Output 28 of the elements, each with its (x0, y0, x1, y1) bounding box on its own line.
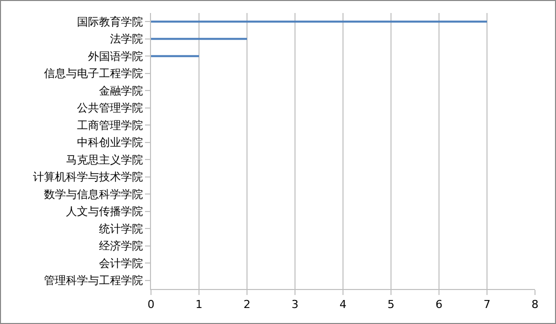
y-tick-label: 法学院 (110, 32, 143, 46)
y-tick-label: 会计学院 (98, 256, 143, 270)
x-tick-label: 1 (196, 298, 202, 312)
y-tick-label: 中科创业学院 (76, 136, 143, 150)
x-tick-label: 5 (388, 298, 394, 312)
y-tick-label: 经济学院 (98, 240, 143, 253)
x-tick-label: 7 (484, 298, 490, 312)
y-tick-label: 信息与电子工程学院 (44, 67, 143, 80)
y-tick-label: 公共管理学院 (76, 102, 143, 115)
y-tick-label: 工商管理学院 (76, 118, 143, 132)
bar (151, 20, 487, 23)
bar (151, 38, 247, 40)
y-tick-label: 计算机科学与技术学院 (32, 170, 143, 184)
x-tick-label: 4 (340, 298, 346, 312)
y-tick-label: 马克思主义学院 (66, 153, 143, 166)
y-tick-label: 统计学院 (98, 222, 143, 236)
y-tick-label: 国际教育学院 (76, 15, 143, 28)
y-tick-label: 管理科学与工程学院 (44, 274, 143, 288)
x-tick-label: 3 (292, 298, 298, 312)
bar (151, 55, 199, 58)
x-tick-label: 2 (244, 298, 250, 312)
y-tick-label: 外国语学院 (88, 50, 143, 63)
y-tick-label: 人文与传播学院 (66, 205, 143, 218)
y-tick-label: 金融学院 (98, 84, 143, 98)
x-tick-label: 6 (436, 298, 442, 312)
x-tick-label: 0 (148, 298, 154, 312)
x-tick-label: 8 (532, 298, 538, 312)
y-tick-label: 数学与信息科学学院 (44, 188, 143, 201)
